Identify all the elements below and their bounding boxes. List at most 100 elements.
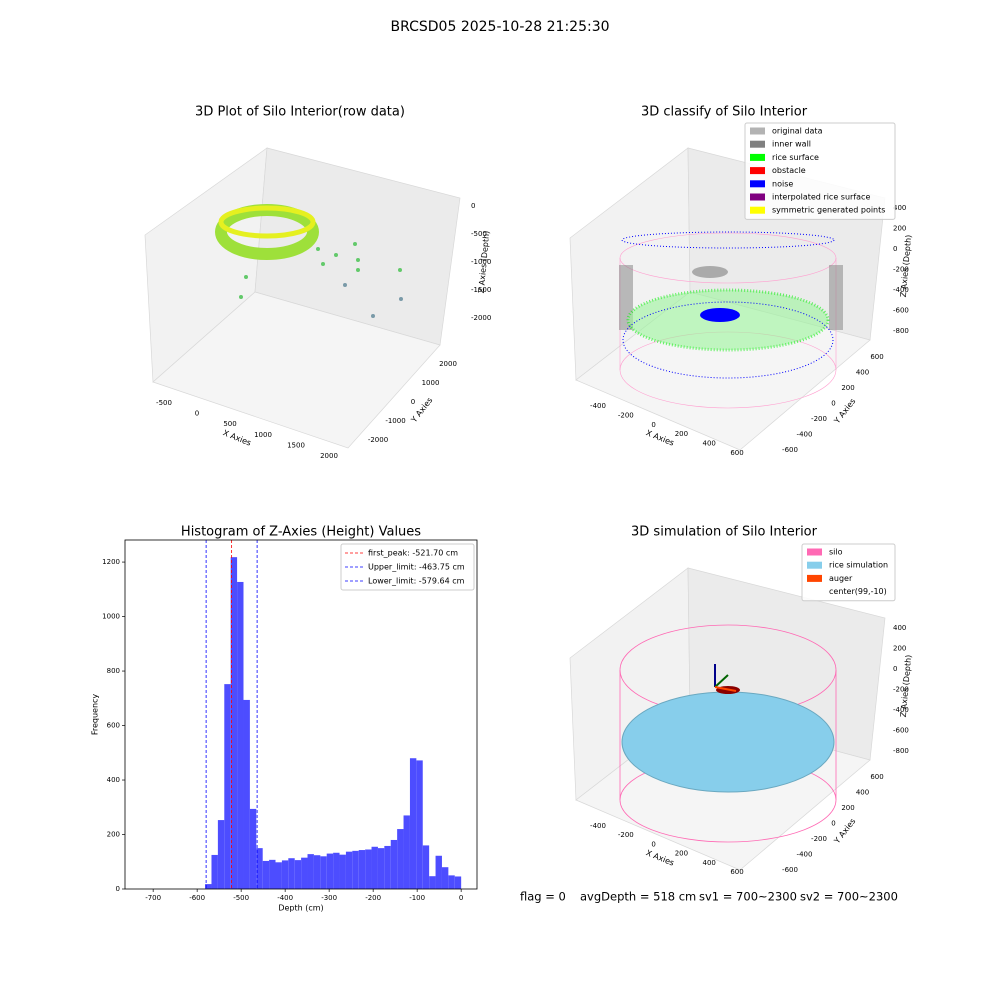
legend-swatch (807, 548, 822, 556)
z-tick-label: -400 (893, 286, 909, 294)
bar (409, 758, 417, 889)
chart-title: 3D simulation of Silo Interior (631, 525, 818, 540)
bar (358, 850, 366, 889)
x-tick-label: -600 (189, 894, 205, 902)
y-tick-label: 600 (870, 773, 883, 781)
x-tick-label: 1000 (254, 431, 272, 439)
bar (288, 858, 295, 889)
legend-label: Upper_limit: -463.75 cm (368, 563, 465, 572)
bar (230, 557, 238, 889)
bar (390, 839, 398, 889)
z-tick-label: 200 (893, 645, 906, 653)
bar (339, 854, 346, 889)
bar (262, 860, 270, 889)
legend-swatch (750, 167, 765, 175)
bar (243, 699, 250, 889)
bar (275, 862, 282, 889)
bar (441, 867, 449, 889)
chart-title: 3D classify of Silo Interior (641, 105, 808, 120)
x-tick-label: 0 (195, 410, 199, 418)
y-tick-label: 400 (856, 789, 869, 797)
y-tick-label: 800 (107, 667, 120, 675)
y-tick-label: 400 (856, 369, 869, 377)
legend-label: inner wall (772, 140, 811, 149)
z-tick-label: 200 (893, 225, 906, 233)
legend-box (744, 122, 896, 220)
chart-title: 3D Plot of Silo Interior(row data) (195, 105, 405, 120)
footer-text: flag = 0 (520, 890, 566, 904)
x-axis-label: X Axies (645, 848, 676, 867)
x-tick-label: -400 (590, 822, 606, 830)
bar (301, 857, 308, 889)
legend-swatch (750, 153, 765, 161)
z-tick-label: -200 (893, 266, 909, 274)
y-tick-label: -1000 (385, 417, 405, 425)
z-tick-label: -400 (893, 706, 909, 714)
x-tick-label: 0 (651, 840, 655, 848)
y-tick-label: 2000 (439, 360, 457, 368)
bar (211, 854, 218, 889)
z-tick-label: 400 (893, 624, 906, 632)
legend-swatch (750, 180, 765, 188)
x-tick-label: 600 (730, 449, 743, 457)
y-tick-label: -200 (811, 415, 827, 423)
legend-label: noise (772, 179, 793, 188)
x-tick-label: 400 (703, 859, 716, 867)
y-tick-label: 0 (116, 885, 120, 893)
z-tick-label: -600 (893, 727, 909, 735)
y-axis-label: Y Axies (832, 397, 858, 426)
z-tick-label: -800 (893, 747, 909, 755)
z-tick-label: -1000 (471, 258, 491, 266)
z-tick-label: 0 (893, 665, 897, 673)
legend-swatch (750, 140, 765, 148)
footer-text: sv1 = 700~2300 (699, 890, 797, 904)
x-tick-label: 1500 (287, 441, 305, 449)
classified-cloud (619, 231, 843, 409)
bar (333, 852, 340, 889)
point-cloud (215, 204, 403, 318)
x-tick-label: 0 (459, 894, 463, 902)
legend-label: original data (772, 127, 823, 136)
y-tick-label: -600 (782, 866, 798, 874)
legend-swatch (750, 206, 765, 214)
y-tick-label: 0 (411, 398, 415, 406)
x-tick-label: -300 (321, 894, 337, 902)
legend-label: first_peak: -521.70 cm (368, 549, 458, 558)
silo-simulation (619, 624, 837, 843)
legend-label: auger (829, 574, 853, 583)
bar (205, 884, 212, 889)
bar (422, 845, 430, 889)
z-tick-label: 0 (893, 245, 897, 253)
z-tick-label: -200 (893, 686, 909, 694)
legend-swatch (750, 193, 765, 201)
bar (365, 849, 372, 889)
y-tick-label: 0 (831, 400, 835, 408)
footer: flag = 0 avgDepth = 518 cm sv1 = 700~230… (520, 890, 898, 904)
x-axis-label: Depth (cm) (278, 904, 323, 913)
x-tick-label: 400 (703, 440, 716, 448)
legend-swatch (807, 574, 822, 582)
legend-box (340, 543, 475, 591)
suptitle: BRCSD05 2025-10-28 21:25:30 (390, 19, 609, 35)
bar (429, 876, 436, 889)
bar (454, 876, 462, 889)
y-tick-label: 1000 (102, 613, 120, 621)
legend-label: symmetric generated points (772, 206, 885, 215)
z-tick-label: -1500 (471, 286, 491, 294)
y-tick-label: 1200 (102, 558, 120, 566)
legend-swatch (750, 127, 765, 135)
bar (377, 848, 385, 889)
y-tick-label: 600 (107, 722, 120, 730)
bar (256, 848, 263, 889)
x-tick-label: -100 (409, 894, 425, 902)
z-tick-label: -600 (893, 307, 909, 315)
legend-label: obstacle (772, 166, 806, 175)
x-tick-label: -400 (590, 402, 606, 410)
bar (237, 581, 244, 889)
legend-label: interpolated rice surface (772, 193, 870, 202)
bar (416, 760, 423, 889)
x-tick-label: -500 (156, 399, 172, 407)
bar (281, 860, 289, 889)
z-tick-label: -800 (893, 327, 909, 335)
